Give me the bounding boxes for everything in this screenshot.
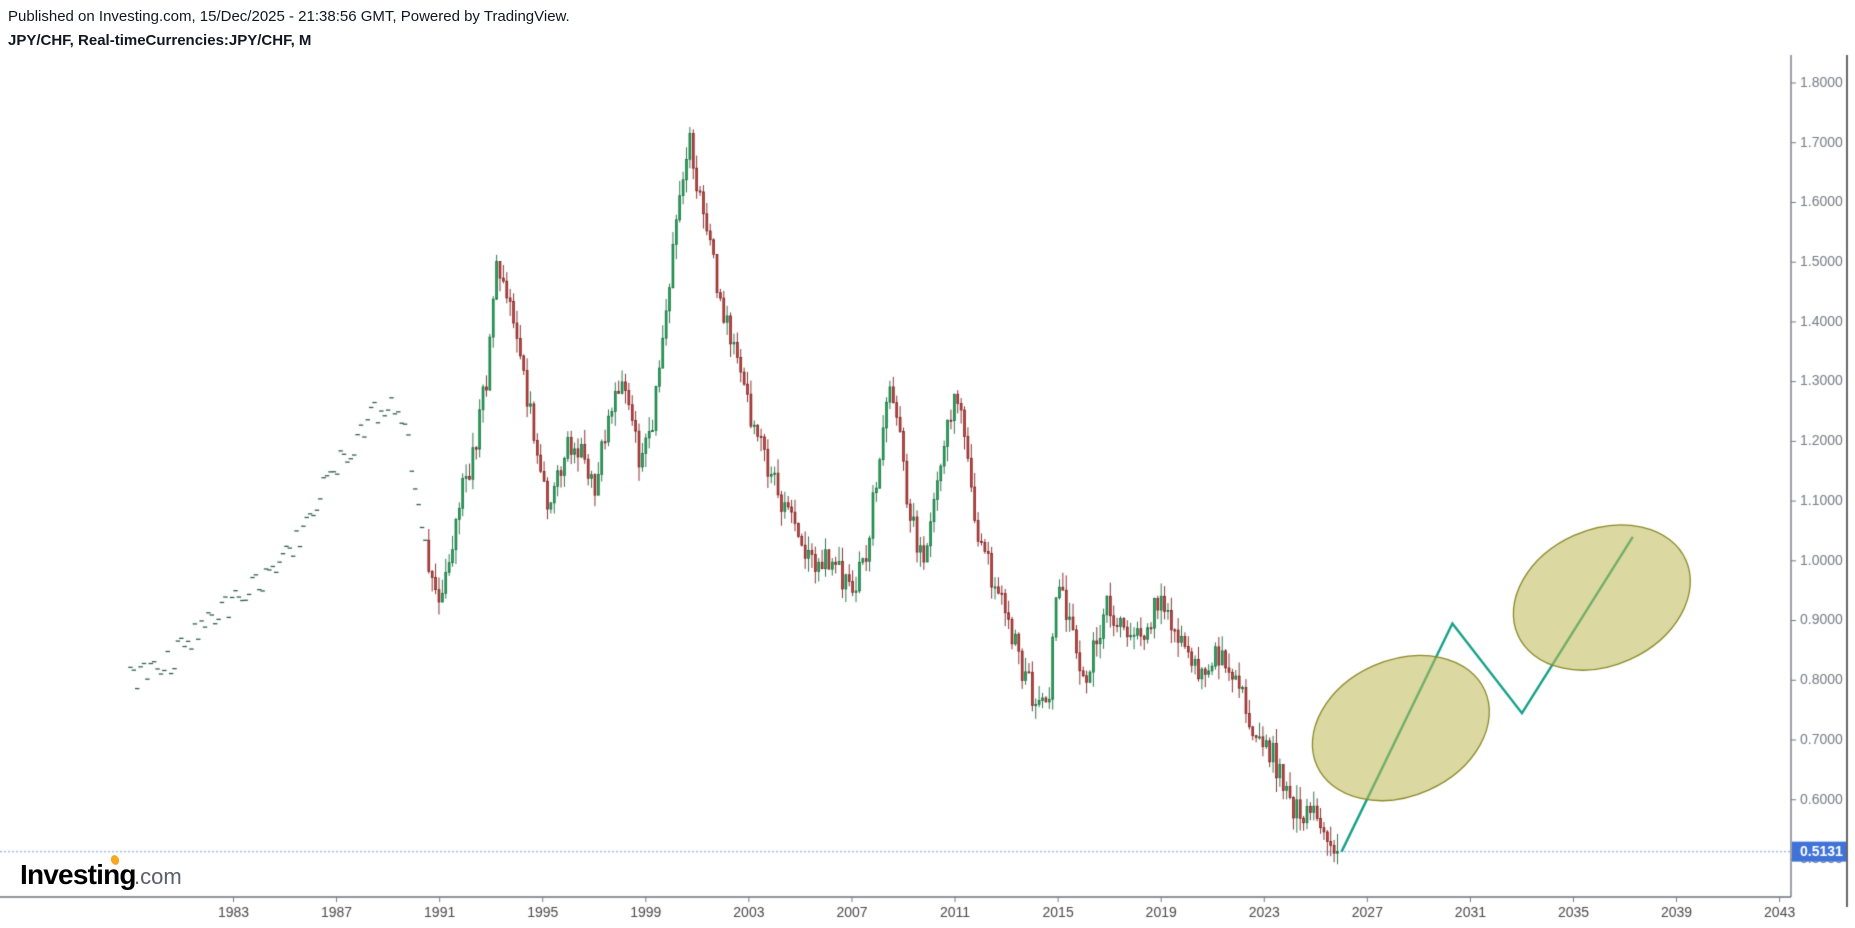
svg-text:Investing: Investing (20, 859, 136, 890)
svg-text:.com: .com (134, 864, 182, 889)
